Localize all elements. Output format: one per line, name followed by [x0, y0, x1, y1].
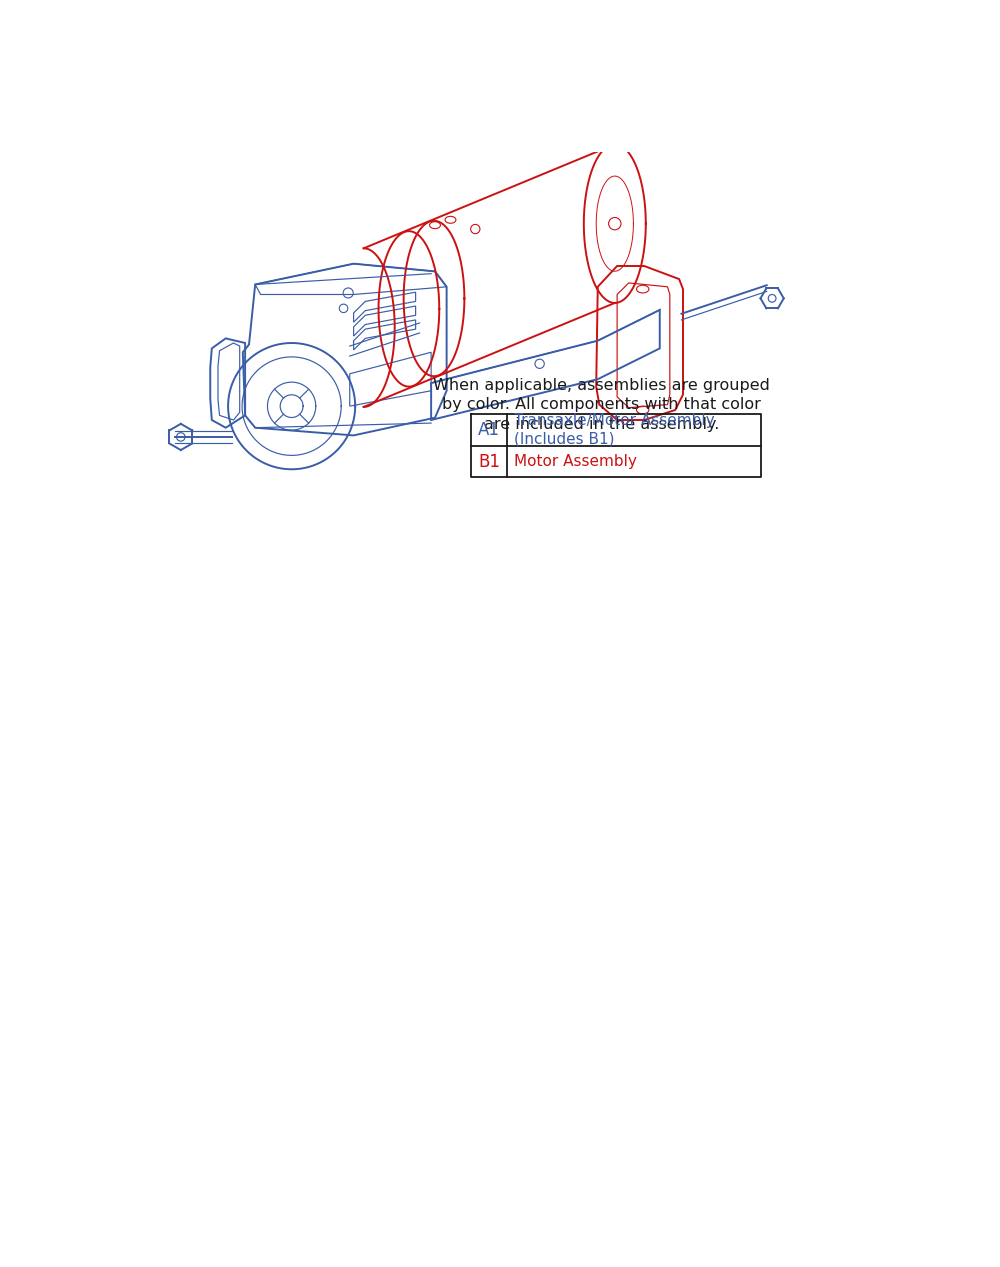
Text: Motor Assembly: Motor Assembly [514, 454, 637, 469]
Text: A1: A1 [478, 421, 500, 438]
Text: B1: B1 [478, 452, 500, 470]
Text: When applicable, assemblies are grouped
by color. All components with that color: When applicable, assemblies are grouped … [433, 378, 770, 432]
Text: Transaxle/Motor Assembly
(Includes B1): Transaxle/Motor Assembly (Includes B1) [514, 413, 715, 447]
